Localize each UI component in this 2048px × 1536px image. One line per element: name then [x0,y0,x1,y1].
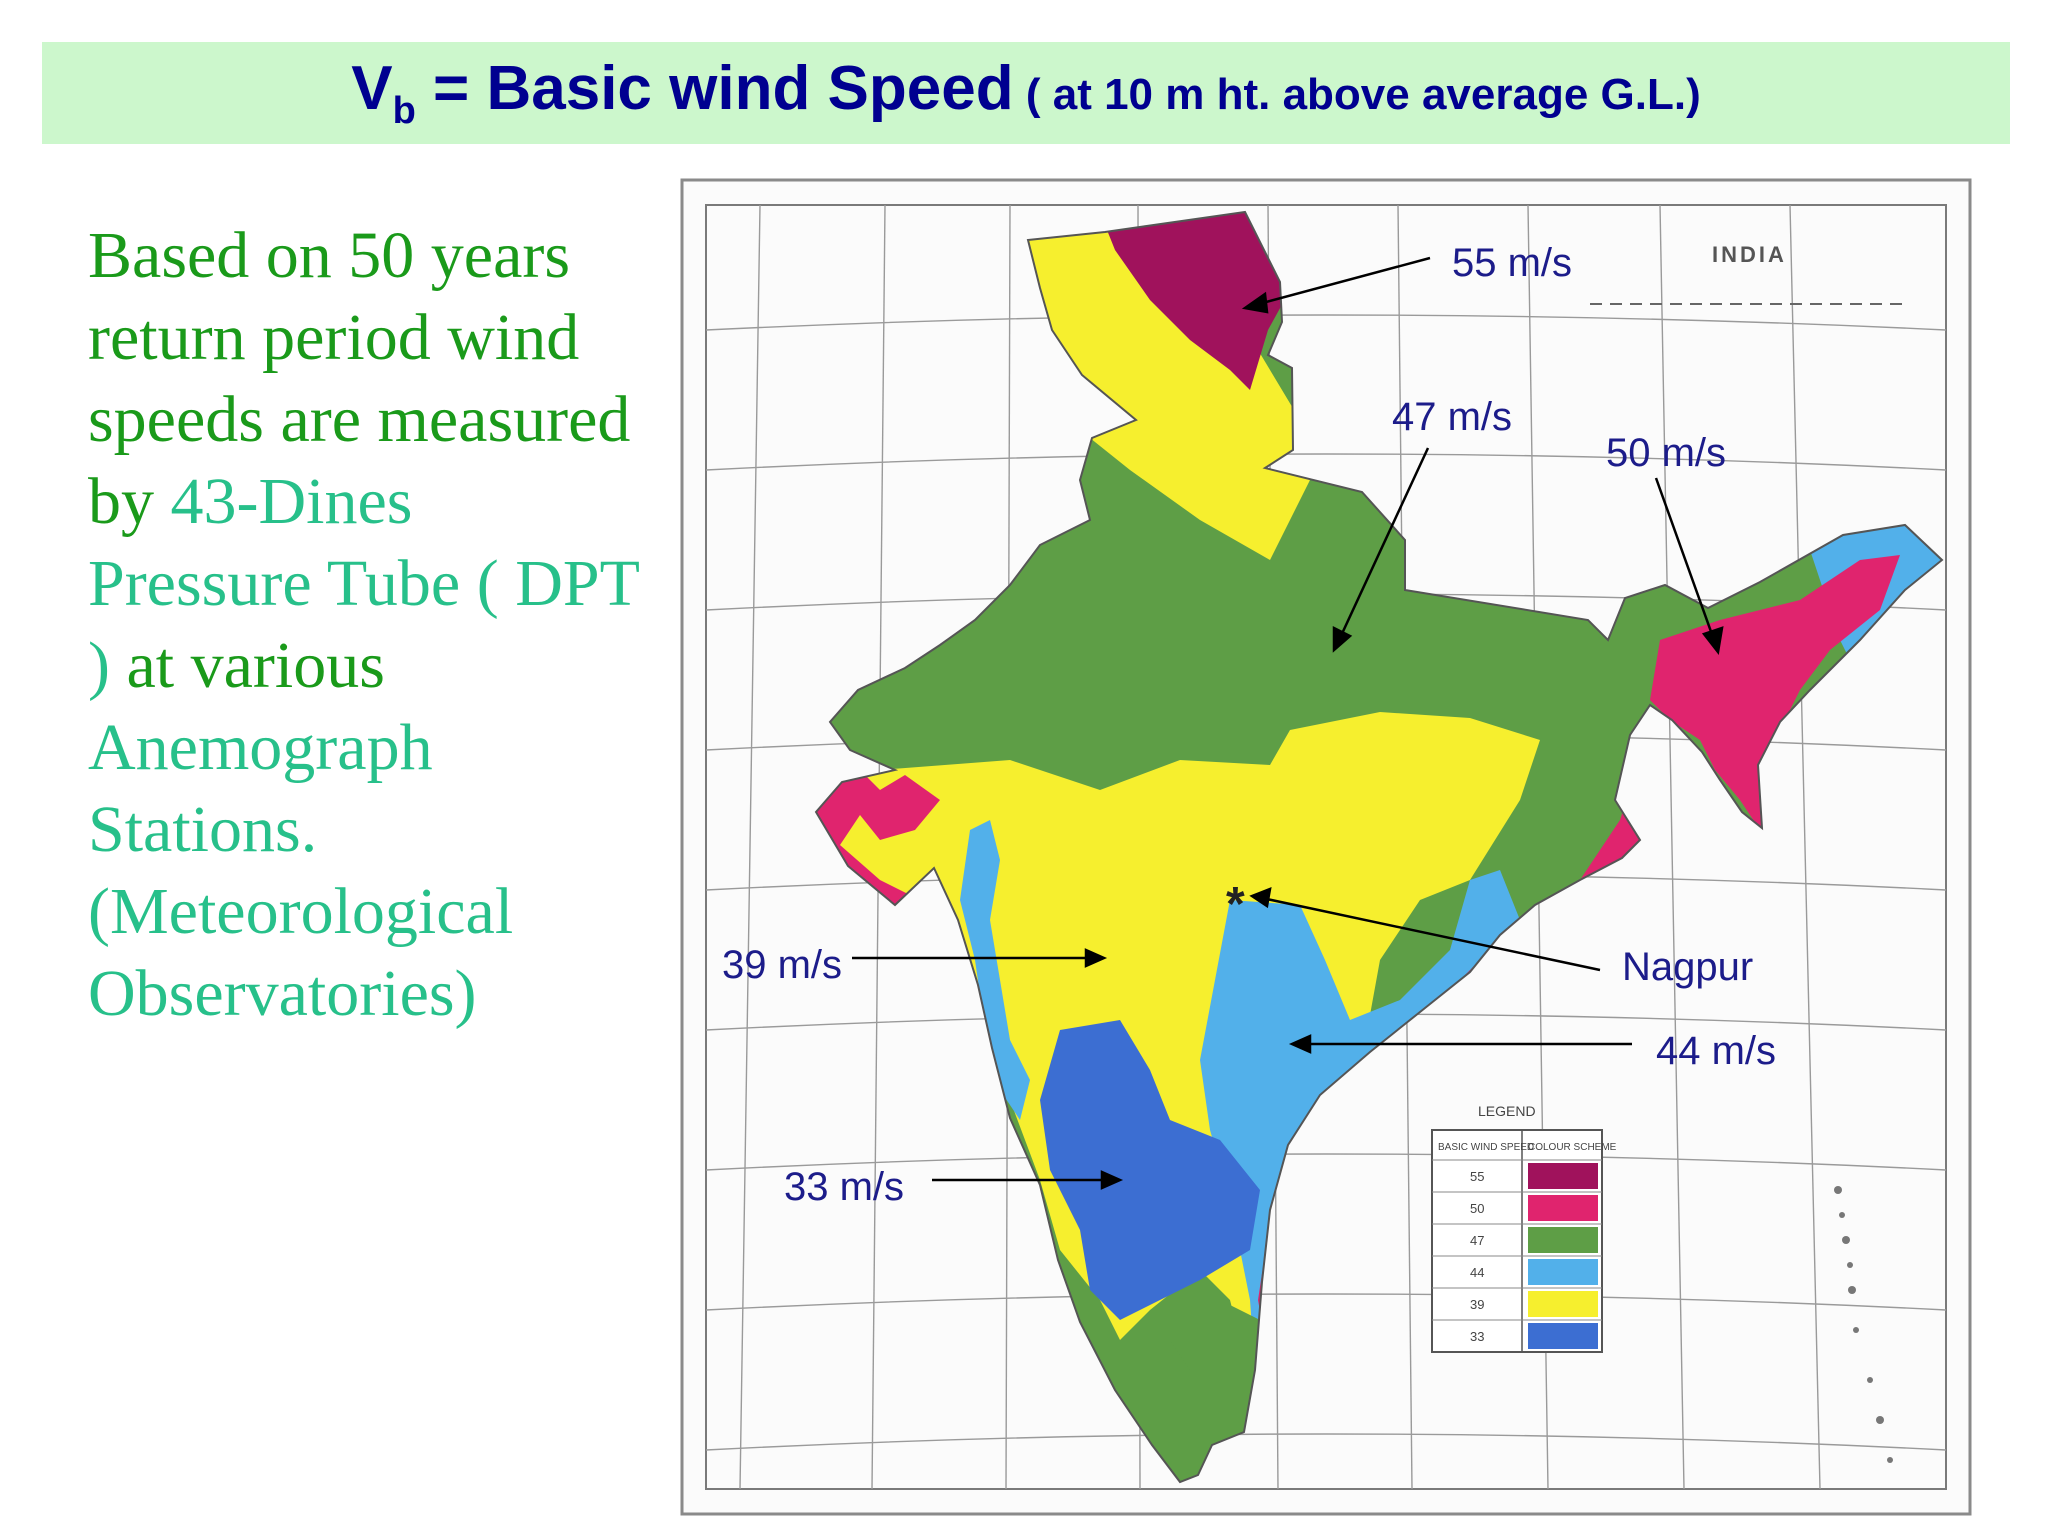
arrowhead-39 [1084,948,1108,968]
callout-nagpur: Nagpur [1622,945,1753,989]
legend-row-value: 47 [1470,1233,1484,1248]
legend-row-value: 33 [1470,1329,1484,1344]
callout-39: 39 m/s [722,943,842,987]
legend: LEGEND BASIC WIND SPEED COLOUR SCHEME 55… [1431,1103,1617,1353]
arrow-55 [1254,256,1431,307]
description-part-4: Anemograph Stations. (Meteorological Obs… [88,711,514,1030]
map-inner-border [705,204,1947,1490]
arrowhead-nagpur [1249,887,1272,909]
arrowhead-33 [1100,1170,1124,1190]
legend-row-swatch [1528,1163,1598,1189]
zone-33-darkblue [1040,1020,1260,1320]
legend-row-value: 50 [1470,1201,1484,1216]
legend-row-value: 39 [1470,1297,1484,1312]
legend-col2-header: COLOUR SCHEME [1528,1142,1617,1153]
callout-33: 33 m/s [784,1165,904,1209]
arrow-47 [1338,447,1430,639]
zone-50-pink-gujarat [816,760,940,925]
andaman-islands [1834,1186,1893,1463]
zone-39-yellow-north [1000,212,1310,560]
legend-row-swatch [1528,1291,1598,1317]
arrow-50 [1654,477,1716,641]
legend-row-value: 55 [1470,1169,1484,1184]
legend-rows: 55 50 47 44 39 33 [1432,1159,1602,1349]
legend-row-swatch [1528,1195,1598,1221]
title-subtext: ( at 10 m ht. above average G.L.) [1013,70,1701,119]
legend-row-value: 44 [1470,1265,1484,1280]
arrow-nagpur [1261,896,1601,972]
callout-44: 44 m/s [1656,1029,1776,1073]
legend-row-swatch [1528,1323,1598,1349]
title-subscript: b [392,90,416,132]
nagpur-marker: * [1226,878,1245,931]
callout-50: 50 m/s [1606,431,1726,475]
wind-zone-map: INDIA * LEGEND BASIC WIND SPEED COLOUR S… [680,178,1972,1516]
slide-title: Vb = Basic wind Speed ( at 10 m ht. abov… [351,53,1701,133]
legend-col1-header: BASIC WIND SPEED [1438,1142,1534,1153]
zone-44-blue-westcoast [960,820,1030,1120]
description-part-3: at various [109,629,385,702]
legend-row-swatch [1528,1227,1598,1253]
title-banner: Vb = Basic wind Speed ( at 10 m ht. abov… [42,42,2010,144]
callout-47: 47 m/s [1392,395,1512,439]
legend-title: LEGEND [1478,1103,1536,1119]
description-text: Based on 50 years return period wind spe… [88,215,648,1035]
title-symbol: V [351,54,393,123]
zone-47-green-south [1170,1300,1280,1400]
arrowhead-44 [1288,1034,1312,1054]
arrowhead-47 [1332,625,1353,653]
zone-50-pink-northeast [1650,555,1900,830]
callout-55: 55 m/s [1452,241,1572,285]
zone-55-maroon [1095,212,1300,390]
india-outline [814,210,1944,1484]
arrowhead-55 [1241,291,1269,314]
description-part-1: Based on 50 years return period wind spe… [88,219,631,538]
description-part-2: 43-Dines Pressure Tube ( DPT ) [88,465,639,702]
arrowhead-50 [1701,626,1724,656]
country-label: INDIA [1712,242,1787,267]
legend-row-swatch [1528,1259,1598,1285]
callout-arrows [852,256,1724,1190]
title-text: = Basic wind Speed [415,54,1014,123]
